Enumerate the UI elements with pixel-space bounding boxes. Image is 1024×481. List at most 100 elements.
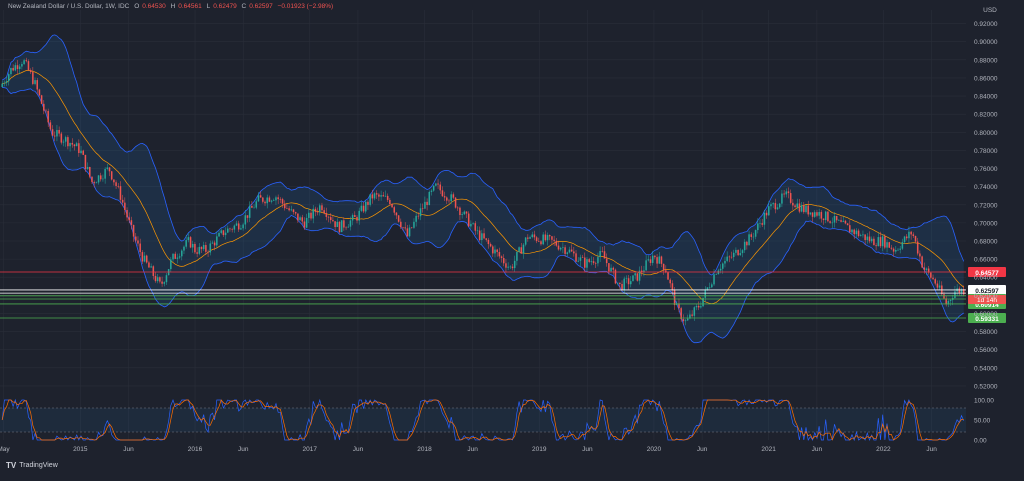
candle [695,305,698,308]
candle [14,65,17,71]
candle [259,195,262,198]
candle [1,83,3,87]
time-tick-label: Jun [697,446,708,453]
candle [467,213,470,227]
candle [538,241,540,242]
candle [470,223,472,227]
candle [7,74,10,82]
candle [270,200,273,202]
candle [809,212,812,215]
price-tick-label: 0.72000 [974,202,998,209]
candle [566,252,569,254]
candle [840,220,842,222]
time-tick-label: Jun [812,446,823,453]
candle [240,228,242,230]
candle [658,256,661,264]
candle [397,215,400,222]
candle [573,251,575,254]
candle [960,289,963,293]
candle [531,234,533,238]
candle [662,263,665,271]
time-tick-label: 2016 [188,446,203,453]
candle [581,257,584,258]
candle [194,244,196,253]
candle [378,194,380,197]
candle [45,110,47,112]
candle [102,178,104,180]
time-tick-label: May [0,446,10,453]
candle [822,218,825,221]
symbol-title: New Zealand Dollar / U.S. Dollar, 1W, ID… [8,3,130,10]
candle [38,89,41,96]
candle [855,230,858,235]
price-tick-label: 0.84000 [974,94,998,101]
candle [141,252,144,262]
time-axis[interactable]: May 2015 Jun 2016 Jun 2017 Jun 2018 Jun 2019 Jun 20… [0,446,937,453]
candle [244,215,247,225]
candle [117,185,120,187]
close-value: 0.62597 [249,3,273,10]
candle [693,307,696,316]
candle [437,183,439,185]
candle [132,224,135,237]
candle [104,168,106,179]
candle [829,221,831,223]
price-tick-label: 0.88000 [974,57,998,64]
candle [632,275,634,282]
candle [697,305,700,308]
candle [463,211,466,215]
candle [459,207,461,216]
candle [336,221,339,228]
candle [557,245,560,250]
candle [47,111,49,123]
candle [119,186,122,200]
candle [148,262,150,268]
price-tick-label: 0.90000 [974,39,998,46]
candle [667,272,669,280]
candle [912,234,915,236]
candle [205,245,207,252]
time-tick-label: 2015 [73,446,88,453]
time-tick-label: 2019 [532,446,547,453]
candle [849,225,851,233]
candle [833,215,836,223]
candle [739,253,742,256]
candle [728,256,731,258]
price-tick-label: 0.58000 [974,329,998,336]
time-tick-label: 2022 [876,446,891,453]
tradingview-footer[interactable]: TV TradingView [6,461,58,470]
candle [654,255,656,258]
candle [139,243,141,253]
price-axis[interactable]: USD 0.92000 0.90000 0.88000 0.86000 0.84000 0.… [974,7,998,390]
candle [237,223,240,230]
candle [308,212,310,218]
candle [209,243,212,253]
candle [150,266,152,268]
candle [724,260,726,264]
time-tick-label: Jun [238,446,249,453]
candle [327,216,330,218]
candle [428,191,431,206]
low-value: 0.62479 [213,3,237,10]
candle [235,223,238,226]
candle [106,167,109,169]
candle [86,166,89,170]
candle [450,194,452,202]
candle [191,244,194,248]
candle [227,228,229,233]
candle [174,253,176,259]
candle [410,227,413,229]
candle [40,95,43,104]
candle [165,275,168,283]
candle [393,207,396,213]
price-tick-label: 0.60000 [974,311,998,318]
candle [794,205,796,208]
candle [774,203,777,210]
candle [135,236,137,241]
candle [680,308,682,320]
candle [476,230,479,232]
candle [492,246,494,254]
